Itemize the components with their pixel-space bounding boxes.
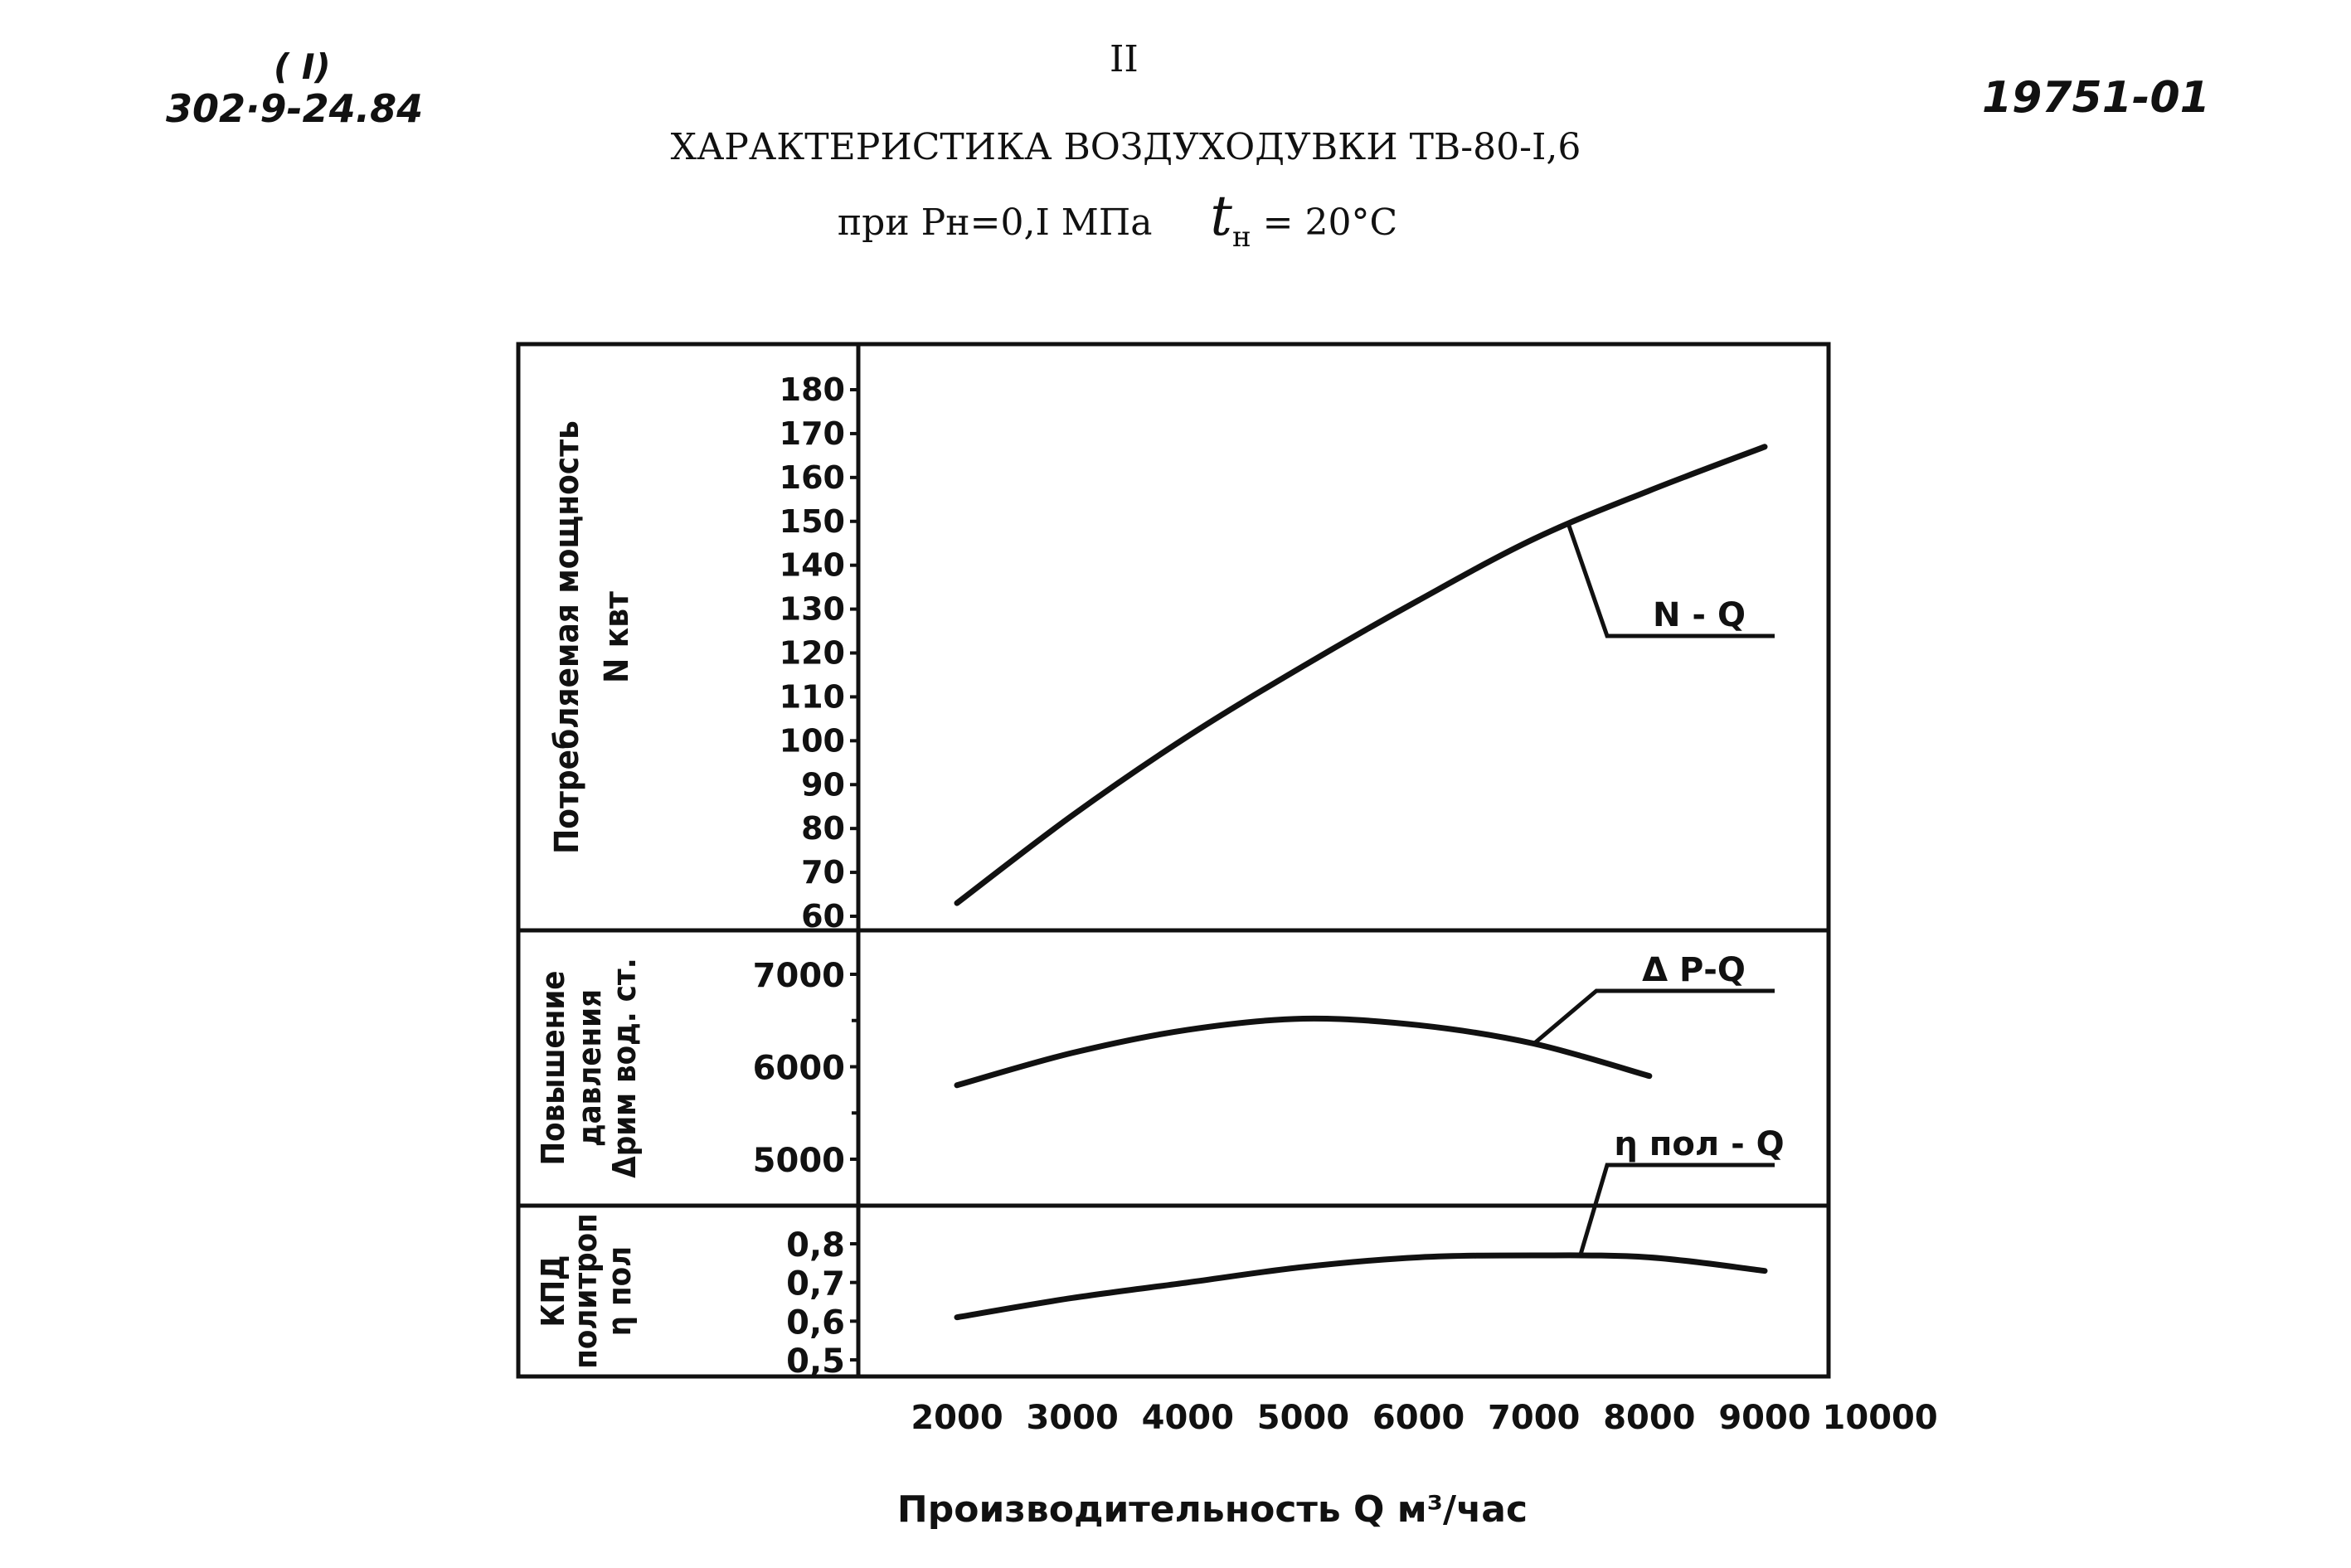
drawing-number: 19751-01 <box>1982 73 2210 123</box>
xtick-label: 9000 <box>1718 1399 1810 1437</box>
chart-frame <box>516 342 1831 1379</box>
subtitle-temperature: = 20°С <box>1262 201 1398 244</box>
xtick-label: 8000 <box>1603 1399 1695 1437</box>
ytick-label-efficiency: 0,5 <box>786 1342 845 1381</box>
sheet-roman-number: ( I) <box>274 46 331 87</box>
ytick-label-power: 120 <box>780 635 845 672</box>
series-line-power <box>954 444 1768 906</box>
panel-ylabel-pressure-line-3: Δрим вод. ст. <box>606 958 643 1177</box>
ytick-label-efficiency: 0,7 <box>786 1265 845 1303</box>
panel-ylabel-power-line-2: N квт <box>598 591 636 683</box>
panel-ylabel-power-line-1: Потребляемая мощность <box>548 420 586 854</box>
panel-ylabel-pressure-line-1: Повышение <box>535 971 571 1166</box>
callout-leader-efficiency <box>1577 1163 1775 1257</box>
subtitle-t-subscript: н <box>1231 221 1251 254</box>
chart-outer-border <box>516 342 1831 1379</box>
chart-title: ХАРАКТЕРИСТИКА ВОЗДУХОДУВКИ ТВ-80-I,6 <box>670 126 1581 168</box>
ytick-label-power: 80 <box>801 810 845 847</box>
ytick-label-power: 130 <box>780 591 845 628</box>
ytick-label-power: 60 <box>801 898 845 934</box>
callout-leader-pressure <box>1533 988 1775 1046</box>
panel-ylabel-efficiency-line-2: политроп <box>567 1213 604 1369</box>
panel-ylabel-efficiency-line-3: η пол <box>601 1246 638 1336</box>
ytick-label-power: 140 <box>780 547 845 584</box>
ytick-label-efficiency: 0,6 <box>786 1303 845 1342</box>
callout-label-power: N - Q <box>1653 596 1746 634</box>
callout-label-pressure: Δ Р-Q <box>1642 951 1746 989</box>
xtick-label: 5000 <box>1257 1399 1349 1437</box>
ytick-label-power: 160 <box>780 459 845 496</box>
xtick-label: 3000 <box>1026 1399 1118 1437</box>
ytick-label-pressure: 7000 <box>753 957 845 995</box>
xtick-label: 6000 <box>1372 1399 1465 1437</box>
xtick-label: 7000 <box>1488 1399 1580 1437</box>
page-number: II <box>1110 38 1139 80</box>
document-code: 302·9-24.84 <box>166 86 424 131</box>
ytick-label-power: 150 <box>780 503 845 540</box>
xtick-label: 4000 <box>1142 1399 1234 1437</box>
x-axis-label: Производительность Q м³/час <box>897 1488 1528 1531</box>
ytick-label-power: 170 <box>780 415 845 452</box>
panel-ylabel-efficiency-line-1: КПД <box>535 1255 571 1327</box>
xtick-label: 10000 <box>1823 1399 1938 1437</box>
ytick-label-efficiency: 0,8 <box>786 1226 845 1265</box>
series-line-efficiency <box>954 1252 1768 1321</box>
ytick-label-power: 90 <box>801 766 845 803</box>
subtitle-conditions: при Рн=0,I МПа <box>837 201 1153 244</box>
chart-marks <box>850 388 1775 1362</box>
callout-label-efficiency: η пол - Q <box>1614 1125 1784 1163</box>
ytick-label-power: 180 <box>780 371 845 408</box>
ytick-label-power: 110 <box>780 678 845 715</box>
callout-leader-power <box>1567 523 1775 638</box>
series-line-pressure <box>954 1015 1653 1089</box>
xtick-label: 2000 <box>911 1399 1003 1437</box>
ytick-label-power: 70 <box>801 854 845 891</box>
panel-ylabel-pressure-line-2: давления <box>571 989 608 1147</box>
ytick-label-pressure: 6000 <box>753 1050 845 1088</box>
ytick-label-power: 100 <box>780 722 845 759</box>
ytick-label-pressure: 5000 <box>753 1142 845 1180</box>
chart-subtitle: при Рн=0,I МПа tн = 20°С <box>0 184 2293 254</box>
subtitle-t-symbol: t <box>1210 184 1232 248</box>
chart-labels: 60 70 80 90 100 110 120 130 140 150 160 170 180 N - Q… <box>535 371 1938 1531</box>
